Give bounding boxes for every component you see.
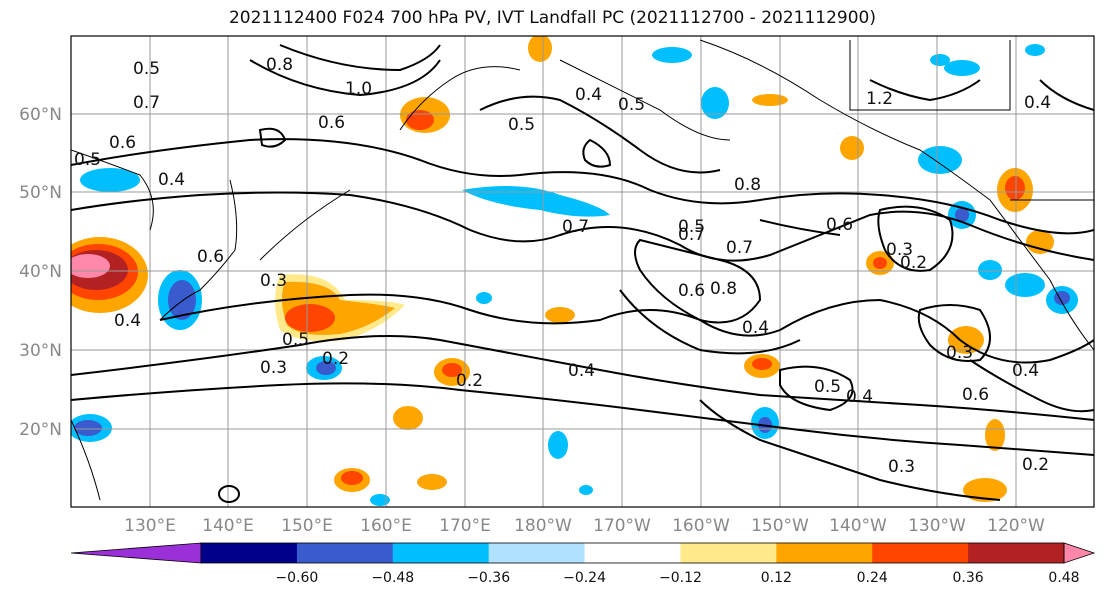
- contour-label: 0.5: [133, 59, 160, 79]
- contour-label: 0.5: [618, 95, 645, 115]
- pv-contours: [71, 44, 1094, 503]
- colorbar-segment: [488, 543, 586, 563]
- lon-label: 140°E: [202, 516, 254, 536]
- contour-label: 0.8: [734, 175, 761, 195]
- contour-label: 0.2: [900, 253, 927, 273]
- colorbar-segment: [776, 543, 873, 563]
- lat-label: 60°N: [19, 105, 62, 125]
- colorbar: −0.60 −0.48 −0.36 −0.24 −0.12 0.12 0.24 0.36 0.4…: [70, 542, 1096, 586]
- lon-label: 130°W: [908, 516, 966, 536]
- lon-label: 150°E: [281, 516, 333, 536]
- lat-label: 20°N: [19, 420, 62, 440]
- lon-label: 120°W: [987, 516, 1045, 536]
- lon-label: 130°E: [124, 516, 176, 536]
- contour-label: 1.0: [345, 79, 372, 99]
- lat-label: 30°N: [19, 341, 62, 361]
- colorbar-segment: [968, 543, 1065, 563]
- colorbar-extend-high: [1063, 542, 1096, 564]
- shaded-anomalies: [71, 36, 1078, 506]
- contour-label: 0.8: [710, 279, 737, 299]
- lon-label: 160°W: [672, 516, 730, 536]
- colorbar-tick-label: −0.36: [467, 570, 510, 586]
- latitude-axis: 60°N 50°N 40°N 30°N 20°N: [19, 105, 62, 440]
- contour-label: 0.3: [888, 457, 915, 477]
- contour-label: 0.3: [946, 343, 973, 363]
- contour-label: 0.3: [260, 271, 287, 291]
- contour-label: 0.7: [726, 238, 753, 258]
- contour-label: 0.4: [846, 387, 873, 407]
- contour-label: 0.7: [133, 93, 160, 113]
- colorbar-segment: [584, 543, 681, 563]
- colorbar-segment: [680, 543, 777, 563]
- colorbar-tick-label: −0.48: [371, 570, 414, 586]
- colorbar-segment: [872, 543, 969, 563]
- contour-label: 0.4: [158, 170, 185, 190]
- colorbar-segment: [392, 543, 490, 563]
- contour-label: 0.5: [508, 115, 535, 135]
- contour-label: 0.6: [109, 133, 136, 153]
- colorbar-tick-label: 0.24: [857, 570, 888, 586]
- coastlines: [71, 39, 1094, 501]
- contour-label: 0.5: [814, 377, 841, 397]
- contour-label: 0.5: [74, 150, 101, 170]
- lon-label: 150°W: [751, 516, 809, 536]
- contour-label: 0.2: [1022, 455, 1049, 475]
- colorbar-tick-label: −0.24: [563, 570, 606, 586]
- contour-label: 1.2: [866, 89, 893, 109]
- lon-label: 180°W: [514, 516, 572, 536]
- lon-label: 160°E: [360, 516, 412, 536]
- lon-label: 170°W: [593, 516, 651, 536]
- contour-labels: 0.5 0.7 0.6 0.5 0.4 0.8 1.0 0.6 0.5 0.4 …: [74, 55, 1051, 477]
- contour-label: 0.7: [562, 217, 589, 237]
- contour-label: 0.4: [114, 311, 141, 331]
- contour-label: 0.4: [1012, 361, 1039, 381]
- contour-label: 0.5: [282, 330, 309, 350]
- colorbar-tick-label: 0.12: [761, 570, 792, 586]
- contour-label: 0.4: [742, 318, 769, 338]
- map-frame: [70, 35, 1095, 508]
- contour-label: 0.6: [826, 215, 853, 235]
- colorbar-frame: [200, 542, 1065, 564]
- lon-label: 170°E: [439, 516, 491, 536]
- colorbar-extend-low: [70, 542, 202, 564]
- contour-label: 0.7: [678, 225, 705, 245]
- colorbar-segment: [201, 543, 298, 563]
- lat-label: 50°N: [19, 183, 62, 203]
- contour-label: 0.6: [678, 281, 705, 301]
- contour-label: 0.2: [322, 349, 349, 369]
- contour-label: 0.4: [1024, 93, 1051, 113]
- contour-label: 0.4: [575, 85, 602, 105]
- contour-label: 0.3: [886, 240, 913, 260]
- contour-label: 0.6: [318, 113, 345, 133]
- colorbar-tick-label: 0.36: [953, 570, 984, 586]
- lon-label: 140°W: [829, 516, 887, 536]
- contour-label: 0.6: [962, 385, 989, 405]
- lat-label: 40°N: [19, 262, 62, 282]
- contour-label: 0.3: [260, 358, 287, 378]
- colorbar-tick-label: 0.48: [1048, 570, 1079, 586]
- contour-label: 0.5: [678, 217, 705, 237]
- map-title: 2021112400 F024 700 hPa PV, IVT Landfall…: [228, 8, 876, 28]
- contour-label: 0.6: [197, 247, 224, 267]
- contour-label: 0.8: [266, 55, 293, 75]
- colorbar-segment: [296, 543, 394, 563]
- colorbar-tick-label: −0.60: [275, 570, 318, 586]
- longitude-axis: 130°E 140°E 150°E 160°E 170°E 180°W 170°…: [124, 516, 1045, 536]
- colorbar-tick-label: −0.12: [659, 570, 702, 586]
- contour-label: 0.2: [456, 371, 483, 391]
- contour-label: 0.4: [568, 361, 595, 381]
